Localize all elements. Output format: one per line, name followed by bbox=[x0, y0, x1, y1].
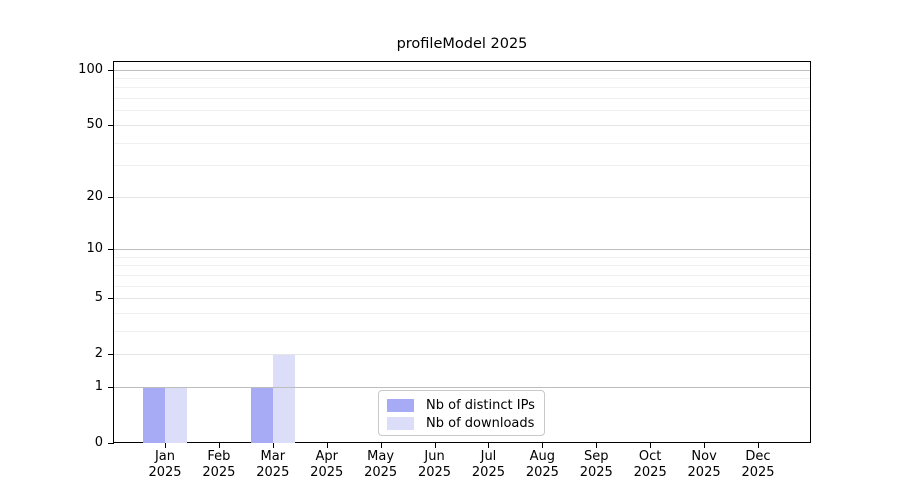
gridline bbox=[114, 124, 810, 126]
bars-layer bbox=[114, 62, 810, 443]
gridline-minor bbox=[114, 256, 810, 258]
x-tick-mark bbox=[326, 443, 328, 448]
x-tick-year: 2025 bbox=[471, 464, 505, 480]
x-tick-mark bbox=[542, 443, 544, 448]
x-tick-label: Jun 2025 bbox=[400, 449, 470, 480]
gridline bbox=[114, 69, 810, 71]
legend: Nb of distinct IPs Nb of downloads bbox=[378, 390, 545, 436]
gridline bbox=[114, 196, 810, 198]
gridline bbox=[114, 354, 810, 356]
gridline-minor bbox=[114, 312, 810, 314]
x-tick-year: 2025 bbox=[417, 464, 452, 480]
x-tick-month: Oct bbox=[638, 449, 662, 464]
y-tick-label: 50 bbox=[86, 116, 103, 132]
x-tick-year: 2025 bbox=[256, 464, 290, 480]
x-tick-month: Jul bbox=[480, 449, 497, 464]
x-tick-month: Mar bbox=[260, 449, 286, 464]
y-tick-label: 1 bbox=[94, 378, 103, 394]
legend-label-downloads: Nb of downloads bbox=[426, 415, 535, 431]
x-tick-label: Jul 2025 bbox=[453, 449, 523, 480]
x-tick-mark bbox=[165, 443, 166, 448]
x-tick-year: 2025 bbox=[148, 464, 182, 480]
x-tick-year: 2025 bbox=[202, 464, 236, 480]
plot-area: Nb of distinct IPs Nb of downloads bbox=[113, 61, 811, 443]
y-tick-mark bbox=[108, 69, 114, 71]
x-tick-mark bbox=[380, 443, 382, 448]
y-tick-label: 100 bbox=[78, 61, 103, 77]
gridline-minor bbox=[114, 285, 810, 287]
y-tick-mark bbox=[108, 298, 114, 300]
bar-mar-nb-of-distinct-ips bbox=[250, 386, 273, 443]
x-tick-month: Nov bbox=[691, 449, 717, 464]
x-tick-month: Dec bbox=[745, 449, 771, 464]
x-tick-year: 2025 bbox=[579, 464, 613, 480]
y-tick-mark bbox=[108, 196, 114, 198]
gridline-minor bbox=[114, 142, 810, 144]
y-tick-label: 5 bbox=[94, 290, 103, 306]
gridline-minor bbox=[114, 330, 810, 332]
gridline bbox=[114, 249, 810, 250]
gridline-minor bbox=[114, 274, 810, 276]
x-tick-mark bbox=[650, 443, 652, 448]
x-tick-label: Nov 2025 bbox=[669, 449, 739, 480]
legend-swatch-downloads bbox=[387, 416, 414, 430]
y-tick-mark bbox=[108, 249, 114, 250]
legend-item-downloads: Nb of downloads bbox=[379, 414, 544, 432]
bar-mar-nb-of-downloads bbox=[272, 354, 295, 443]
bar-jan-nb-of-downloads bbox=[165, 386, 187, 443]
gridline-minor bbox=[114, 98, 810, 100]
gridline bbox=[114, 298, 810, 300]
x-tick-year: 2025 bbox=[310, 464, 344, 480]
legend-item-distinct-ips: Nb of distinct IPs bbox=[379, 396, 544, 414]
x-tick-mark bbox=[218, 443, 220, 448]
x-tick-month: May bbox=[367, 449, 395, 464]
x-tick-year: 2025 bbox=[741, 464, 775, 480]
y-tick-mark bbox=[108, 354, 114, 356]
x-tick-label: Dec 2025 bbox=[723, 449, 793, 480]
y-tick-label: 20 bbox=[86, 188, 103, 204]
gridline-minor bbox=[114, 265, 810, 267]
gridline-minor bbox=[114, 87, 810, 89]
x-tick-year: 2025 bbox=[525, 464, 559, 480]
y-tick-mark bbox=[108, 443, 114, 444]
x-tick-month: Feb bbox=[207, 449, 231, 464]
x-tick-month: Sep bbox=[584, 449, 609, 464]
x-tick-label: Feb 2025 bbox=[184, 449, 254, 480]
x-tick-month: Apr bbox=[315, 449, 338, 464]
x-tick-mark bbox=[434, 443, 436, 448]
gridline-minor bbox=[114, 78, 810, 80]
x-tick-label: Sep 2025 bbox=[561, 449, 631, 480]
x-tick-year: 2025 bbox=[687, 464, 721, 480]
bar-jan-nb-of-distinct-ips bbox=[143, 386, 165, 443]
x-tick-month: Aug bbox=[529, 449, 556, 464]
y-tick-label: 2 bbox=[94, 346, 103, 362]
y-tick-mark bbox=[108, 124, 114, 126]
gridline-minor bbox=[114, 165, 810, 167]
x-tick-mark bbox=[704, 443, 706, 448]
x-tick-month: Jan bbox=[154, 449, 176, 464]
chart-title: profileModel 2025 bbox=[396, 36, 528, 52]
x-tick-label: Jan 2025 bbox=[130, 449, 200, 480]
legend-label-distinct-ips: Nb of distinct IPs bbox=[426, 397, 535, 413]
x-tick-month: Jun bbox=[424, 449, 445, 464]
y-tick-mark bbox=[108, 386, 114, 388]
x-tick-label: Aug 2025 bbox=[507, 449, 577, 480]
x-tick-mark bbox=[757, 443, 759, 448]
grid-layer bbox=[114, 62, 810, 442]
x-tick-label: May 2025 bbox=[346, 449, 416, 480]
y-tick-label: 0 bbox=[94, 435, 103, 450]
legend-swatch-distinct-ips bbox=[387, 398, 414, 412]
y-tick-label: 10 bbox=[86, 241, 103, 256]
gridline-minor bbox=[114, 110, 810, 112]
x-tick-mark bbox=[488, 443, 490, 448]
gridline bbox=[114, 386, 810, 388]
x-tick-year: 2025 bbox=[364, 464, 398, 480]
x-tick-mark bbox=[272, 443, 274, 448]
x-tick-label: Apr 2025 bbox=[292, 449, 362, 480]
x-tick-year: 2025 bbox=[633, 464, 667, 480]
x-tick-label: Oct 2025 bbox=[615, 449, 685, 480]
x-tick-label: Mar 2025 bbox=[238, 449, 308, 480]
x-tick-mark bbox=[596, 443, 598, 448]
